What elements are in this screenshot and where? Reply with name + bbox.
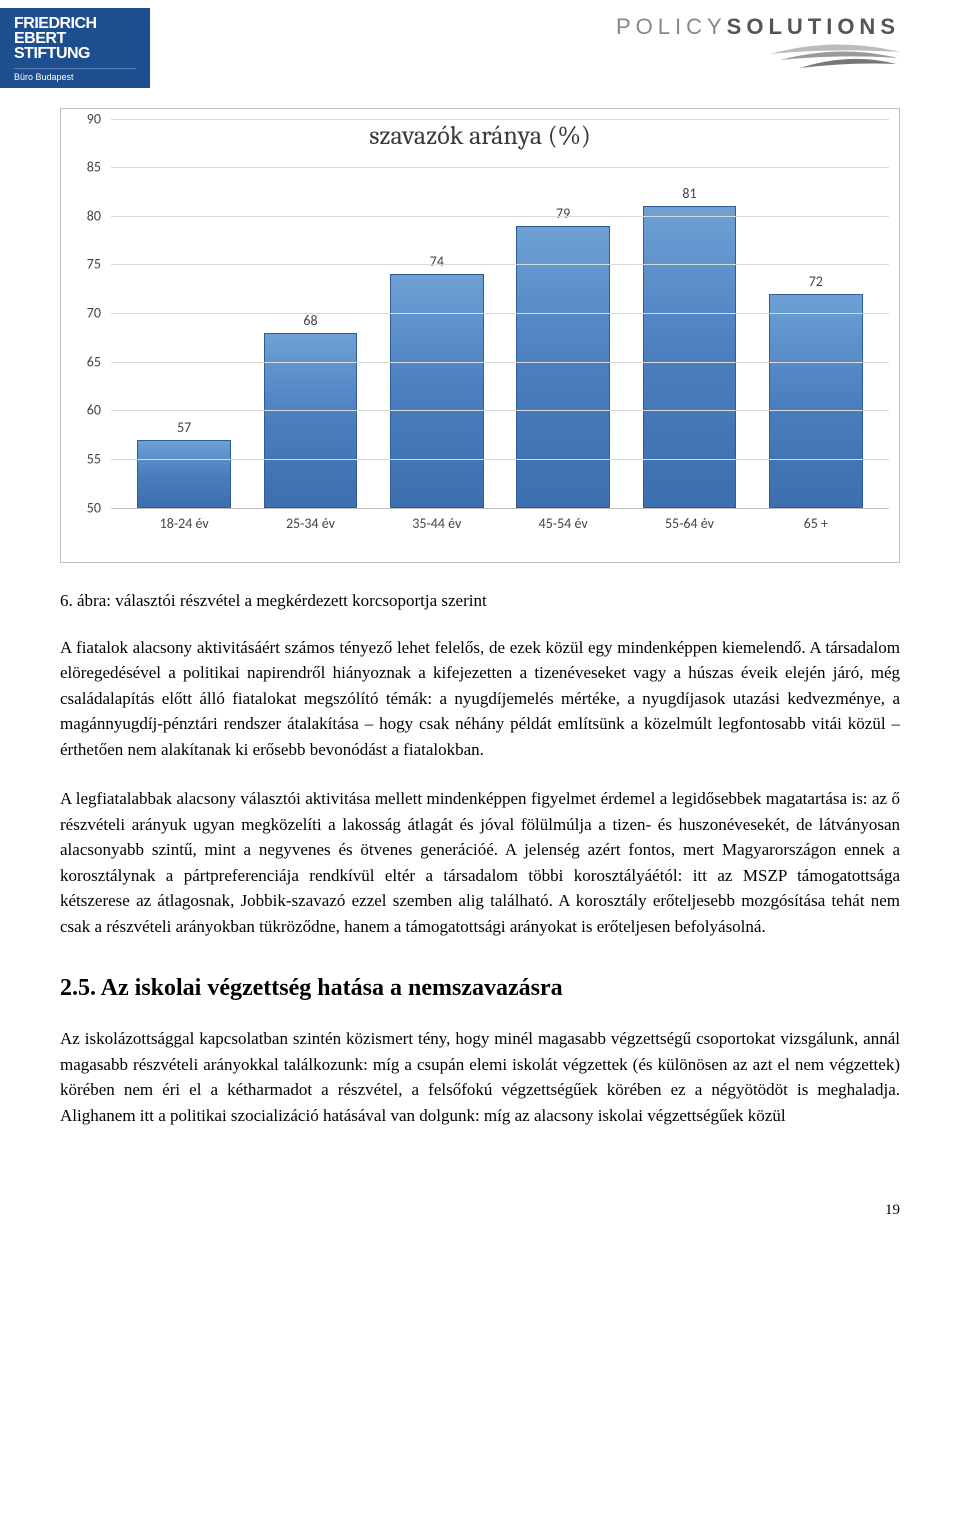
grid-line <box>111 264 889 265</box>
paragraph-2: A legfiatalabbak alacsony választói akti… <box>60 786 900 939</box>
bar-value-label: 57 <box>177 419 191 436</box>
grid-line <box>111 216 889 217</box>
y-tick-label: 80 <box>71 207 101 224</box>
bar <box>516 226 609 508</box>
y-tick-label: 65 <box>71 353 101 370</box>
policysolutions-logo-text: POLICYSOLUTIONS <box>616 14 900 40</box>
x-tick-label: 65 + <box>753 515 879 532</box>
fes-line1: FRIEDRICH <box>14 16 136 31</box>
fes-line2: EBERT <box>14 31 136 46</box>
chart-plot-area: 576874798172 505560657075808590 <box>111 119 889 509</box>
grid-line <box>111 119 889 120</box>
bar <box>137 440 230 508</box>
figure-caption: 6. ábra: választói részvétel a megkérdez… <box>60 591 900 611</box>
x-tick-label: 18-24 év <box>121 515 247 532</box>
x-tick-label: 45-54 év <box>500 515 626 532</box>
page-header: FRIEDRICH EBERT STIFTUNG Büro Budapest P… <box>0 0 960 108</box>
chart-x-labels: 18-24 év25-34 év35-44 év45-54 év55-64 év… <box>111 509 889 532</box>
policysolutions-logo-block: POLICYSOLUTIONS <box>616 8 900 72</box>
page-content: szavazók aránya (%) 576874798172 5055606… <box>0 108 960 1193</box>
fes-line3: STIFTUNG <box>14 46 136 61</box>
bar-value-label: 72 <box>809 273 823 290</box>
x-tick-label: 55-64 év <box>626 515 752 532</box>
y-tick-label: 55 <box>71 450 101 467</box>
bar-chart: szavazók aránya (%) 576874798172 5055606… <box>60 108 900 563</box>
bar <box>264 333 357 508</box>
paragraph-3: Az iskolázottsággal kapcsolatban szintén… <box>60 1026 900 1128</box>
bar <box>769 294 862 508</box>
y-tick-label: 75 <box>71 256 101 273</box>
bar-value-label: 68 <box>303 312 317 329</box>
grid-line <box>111 362 889 363</box>
bar-value-label: 79 <box>556 205 570 222</box>
fes-logo-text: FRIEDRICH EBERT STIFTUNG <box>14 16 136 62</box>
ps-bold: SOLUTIONS <box>727 14 900 39</box>
grid-line <box>111 410 889 411</box>
grid-line <box>111 313 889 314</box>
fes-subtitle: Büro Budapest <box>14 68 136 82</box>
paragraph-1: A fiatalok alacsony aktivitásáért számos… <box>60 635 900 763</box>
x-tick-label: 25-34 év <box>247 515 373 532</box>
y-tick-label: 70 <box>71 305 101 322</box>
grid-line <box>111 459 889 460</box>
bar-value-label: 81 <box>682 185 696 202</box>
bar <box>390 274 483 507</box>
y-tick-label: 85 <box>71 159 101 176</box>
grid-line <box>111 167 889 168</box>
x-tick-label: 35-44 év <box>374 515 500 532</box>
y-tick-label: 90 <box>71 110 101 127</box>
ps-thin: POLICY <box>616 14 727 39</box>
y-tick-label: 50 <box>71 499 101 516</box>
fes-logo-block: FRIEDRICH EBERT STIFTUNG Büro Budapest <box>0 8 150 88</box>
swoosh-icon <box>770 42 900 72</box>
y-tick-label: 60 <box>71 402 101 419</box>
bar <box>643 206 736 507</box>
section-title: 2.5. Az iskolai végzettség hatása a nems… <box>60 975 900 1002</box>
bar-value-label: 74 <box>430 253 444 270</box>
page-number: 19 <box>0 1192 960 1239</box>
